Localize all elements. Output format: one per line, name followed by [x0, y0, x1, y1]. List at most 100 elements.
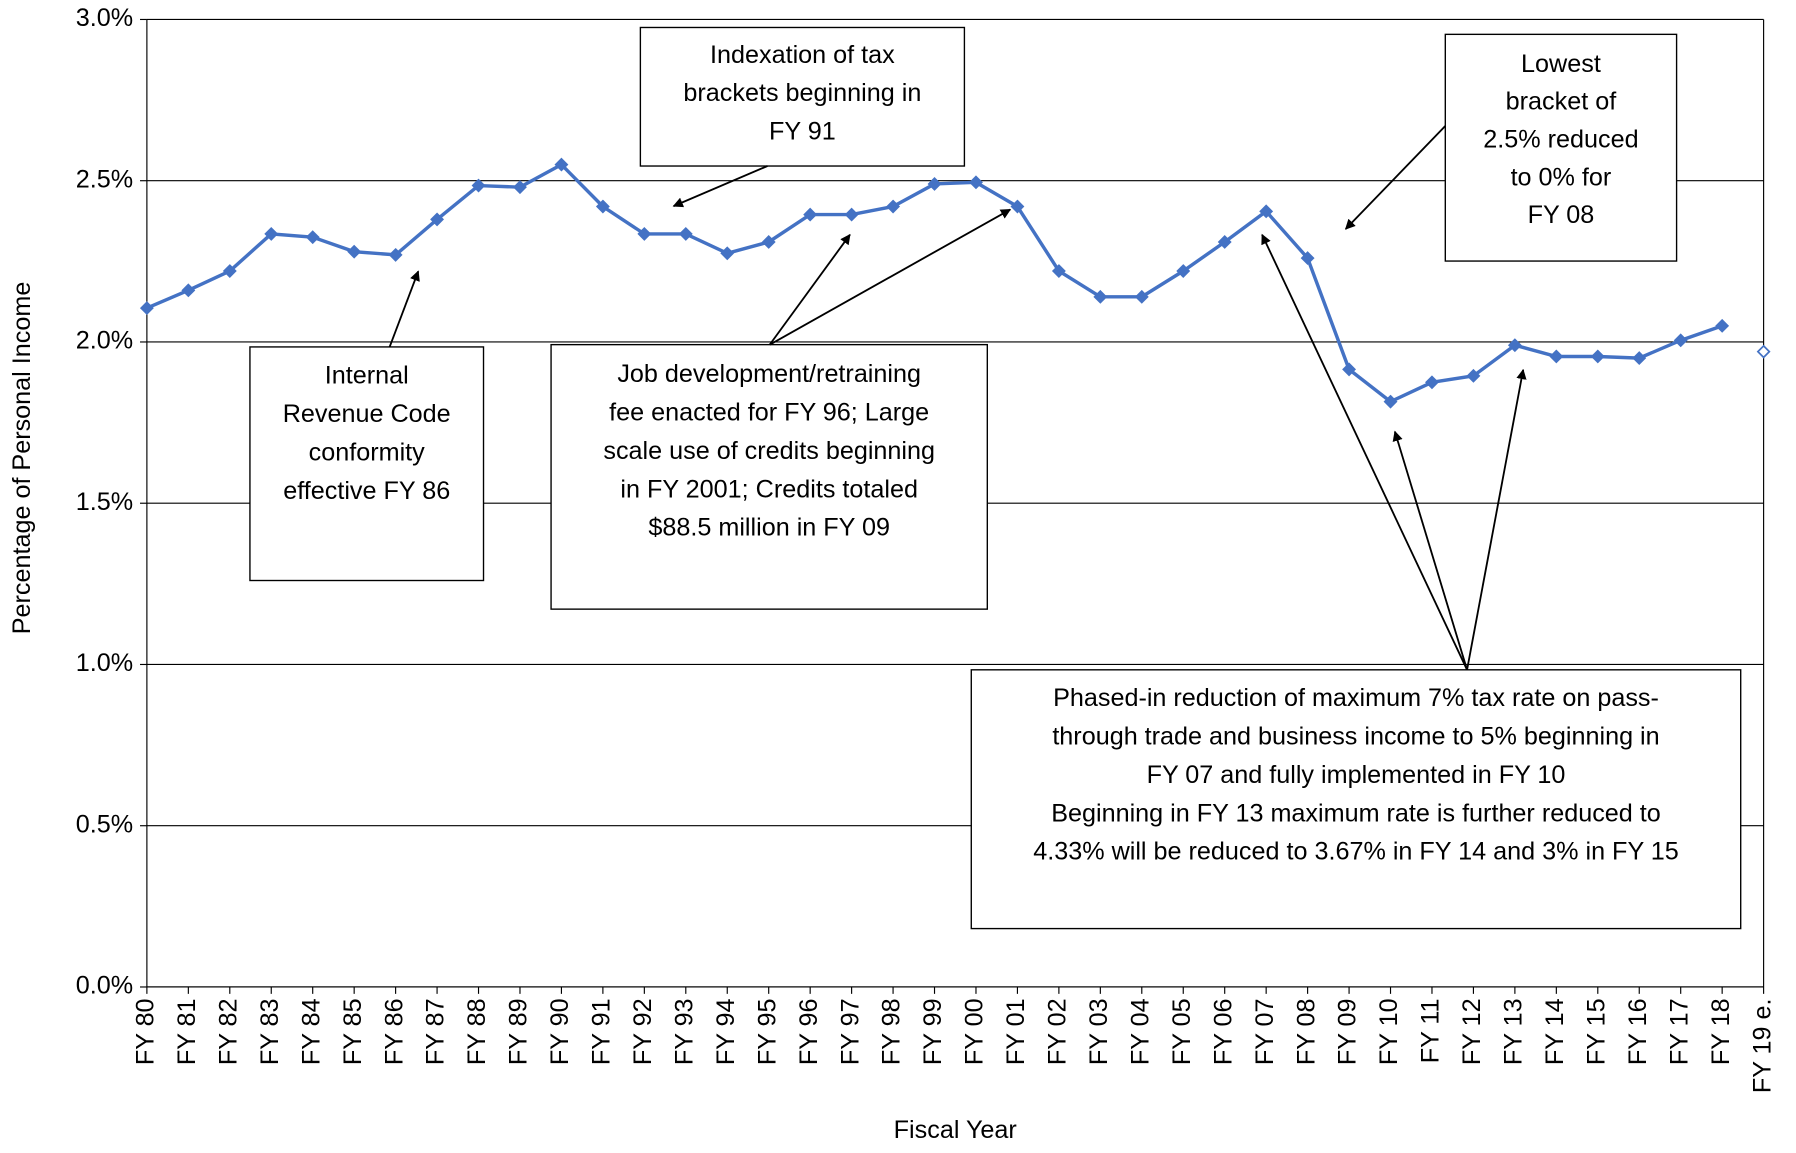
data-point	[264, 226, 279, 241]
y-axis-title: Percentage of Personal Income	[8, 282, 36, 635]
annotation-text: FY 91	[769, 117, 836, 145]
data-point	[1756, 344, 1771, 359]
x-tick-label: FY 82	[214, 998, 242, 1065]
data-point	[886, 199, 901, 214]
annotation-text: Job development/retraining	[617, 360, 921, 388]
x-tick-label: FY 04	[1126, 998, 1154, 1065]
data-point	[637, 226, 652, 241]
annotation-text: through trade and business income to 5% …	[1052, 723, 1659, 751]
data-point	[1383, 394, 1398, 409]
data-point	[1051, 264, 1066, 278]
x-tick-label: FY 06	[1209, 998, 1237, 1065]
x-tick-label: FY 17	[1665, 998, 1693, 1065]
x-tick-label: FY 89	[505, 998, 533, 1065]
annotation-arrow	[1344, 125, 1446, 230]
data-point	[1259, 204, 1274, 219]
data-point	[1590, 349, 1605, 364]
annotation-text: Internal	[325, 361, 409, 389]
x-tick-label: FY 95	[753, 998, 781, 1065]
data-point	[927, 177, 942, 191]
x-tick-label: FY 80	[132, 998, 160, 1065]
data-point	[222, 264, 237, 278]
y-tick-label: 2.5%	[76, 165, 133, 193]
data-point	[305, 230, 320, 245]
data-point	[1466, 368, 1481, 383]
x-tick-label: FY 13	[1500, 998, 1528, 1065]
data-point	[388, 247, 403, 262]
annotation-text: Phased-in reduction of maximum 7% tax ra…	[1053, 684, 1659, 712]
x-tick-label: FY 97	[836, 998, 864, 1065]
annotation-text: to 0% for	[1511, 163, 1612, 191]
data-point	[720, 246, 735, 261]
annotation-box	[639, 26, 966, 167]
x-tick-label: FY 87	[422, 998, 450, 1065]
data-point	[1425, 375, 1439, 390]
data-point	[803, 207, 818, 222]
x-tick-label: FY 90	[546, 998, 574, 1065]
x-tick-label: FY 94	[712, 998, 740, 1065]
annotation-text: effective FY 86	[283, 477, 450, 505]
x-tick-label: FY 05	[1168, 998, 1196, 1065]
data-point	[1010, 199, 1025, 214]
data-point	[678, 226, 693, 241]
x-tick-label: FY 07	[1251, 998, 1279, 1065]
data-point	[1507, 338, 1522, 353]
x-tick-label: FY 08	[1292, 998, 1320, 1065]
y-tick-label: 0.5%	[76, 810, 133, 838]
x-tick-label: FY 14	[1541, 998, 1569, 1065]
data-point	[1342, 362, 1357, 377]
data-point	[430, 212, 445, 227]
annotation-text: FY 08	[1528, 201, 1595, 229]
x-tick-label: FY 99	[919, 998, 947, 1065]
y-tick-label: 0.0%	[76, 972, 133, 1000]
x-axis-title: Fiscal Year	[894, 1116, 1017, 1144]
x-tick-label: FY 19 e.	[1748, 998, 1776, 1093]
annotation-text: Beginning in FY 13 maximum rate is furth…	[1051, 799, 1661, 827]
data-point	[554, 157, 569, 172]
x-tick-label: FY 18	[1707, 998, 1735, 1065]
x-tick-label: FY 83	[256, 998, 284, 1065]
annotation-text: Lowest	[1521, 50, 1601, 78]
annotation-box	[550, 343, 988, 610]
x-tick-label: FY 00	[961, 998, 989, 1065]
x-tick-label: FY 81	[173, 998, 201, 1065]
data-point	[1673, 333, 1688, 348]
annotation-arrow	[1261, 233, 1468, 671]
x-tick-label: FY 88	[463, 998, 491, 1065]
annotation-text: 4.33% will be reduced to 3.67% in FY 14 …	[1033, 838, 1679, 866]
x-tick-label: FY 98	[878, 998, 906, 1065]
x-tick-label: FY 03	[1085, 998, 1113, 1065]
data-point	[1549, 349, 1564, 364]
y-tick-label: 2.0%	[76, 327, 133, 355]
x-tick-label: FY 12	[1458, 998, 1486, 1065]
data-point	[761, 235, 776, 249]
x-tick-label: FY 92	[629, 998, 657, 1065]
annotation-arrow	[1466, 368, 1527, 670]
data-point	[1176, 264, 1191, 278]
x-tick-label: FY 01	[1002, 998, 1030, 1065]
x-tick-label: FY 15	[1582, 998, 1610, 1065]
x-tick-label: FY 91	[588, 998, 616, 1065]
annotation-text: 2.5% reduced	[1483, 125, 1638, 153]
y-tick-label: 1.0%	[76, 649, 133, 677]
x-tick-label: FY 09	[1334, 998, 1362, 1065]
annotation-box	[1444, 33, 1678, 262]
x-tick-label: FY 11	[1417, 998, 1445, 1063]
annotation-box	[249, 346, 485, 582]
annotation-arrow	[388, 270, 420, 348]
x-tick-label: FY 85	[339, 998, 367, 1065]
x-tick-label: FY 96	[795, 998, 823, 1065]
annotation-arrow	[1392, 430, 1468, 671]
annotation-text: scale use of credits beginning	[603, 437, 935, 465]
annotation-text: $88.5 million in FY 09	[648, 514, 890, 542]
annotation-text: fee enacted for FY 96; Large	[609, 399, 929, 427]
annotation-text: FY 07 and fully implemented in FY 10	[1147, 761, 1566, 789]
data-point	[1134, 289, 1149, 304]
x-tick-label: FY 84	[297, 998, 325, 1065]
data-point	[181, 283, 196, 298]
data-point	[1093, 289, 1108, 304]
data-point	[1632, 351, 1647, 366]
x-tick-label: FY 02	[1044, 998, 1072, 1065]
annotation-text: Indexation of tax	[710, 41, 895, 69]
